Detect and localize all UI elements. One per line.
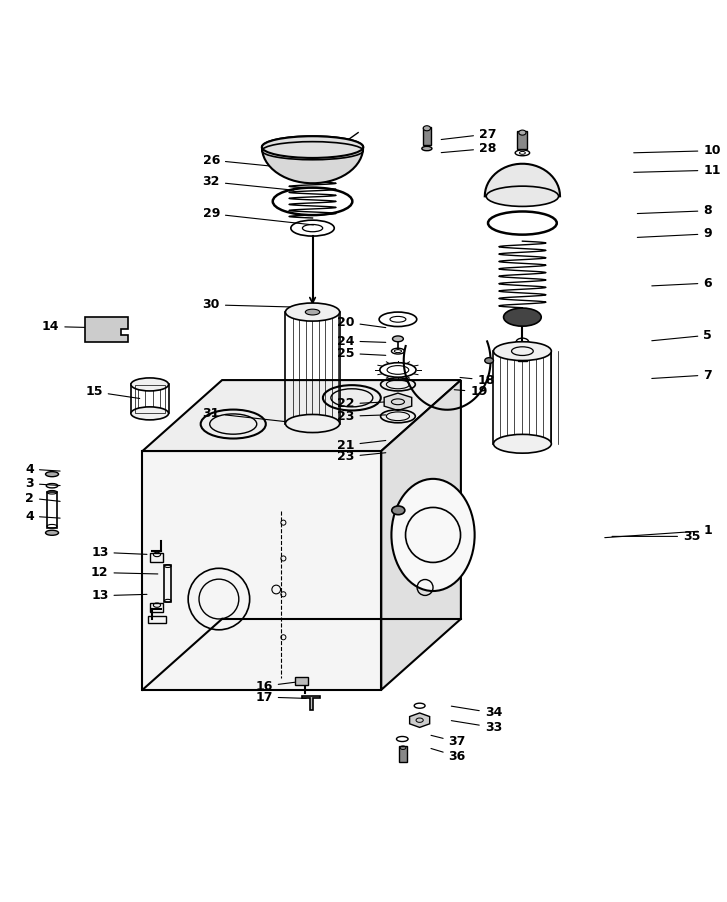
Ellipse shape — [422, 146, 432, 151]
Text: 2: 2 — [25, 492, 60, 504]
Bar — [518, 131, 528, 149]
Text: 10: 10 — [634, 144, 720, 157]
Polygon shape — [84, 318, 128, 343]
Ellipse shape — [262, 136, 364, 158]
Ellipse shape — [46, 530, 59, 535]
Polygon shape — [381, 380, 461, 690]
Text: 15: 15 — [85, 385, 140, 399]
Text: 6: 6 — [652, 277, 712, 290]
Ellipse shape — [131, 378, 169, 391]
Bar — [399, 746, 406, 762]
Text: 16: 16 — [255, 680, 301, 693]
Text: 23: 23 — [337, 410, 386, 423]
Text: 21: 21 — [337, 438, 386, 452]
Polygon shape — [409, 713, 430, 727]
Text: 17: 17 — [255, 691, 306, 704]
Polygon shape — [384, 393, 411, 410]
Ellipse shape — [504, 308, 541, 327]
Ellipse shape — [391, 479, 475, 591]
Polygon shape — [302, 695, 320, 710]
Text: 19: 19 — [454, 385, 488, 398]
Text: 31: 31 — [203, 407, 286, 422]
Text: 13: 13 — [91, 589, 147, 603]
Text: 29: 29 — [203, 207, 313, 225]
Ellipse shape — [494, 342, 551, 361]
Text: 14: 14 — [41, 320, 105, 333]
Text: 23: 23 — [337, 450, 386, 464]
Text: 1: 1 — [605, 524, 712, 538]
Ellipse shape — [486, 186, 558, 207]
Text: 8: 8 — [638, 204, 712, 217]
Bar — [150, 603, 164, 612]
Text: 3: 3 — [25, 477, 60, 490]
Bar — [150, 553, 164, 562]
Text: 28: 28 — [441, 142, 497, 155]
Text: 5: 5 — [652, 328, 712, 342]
Text: 25: 25 — [337, 346, 386, 360]
Bar — [164, 566, 172, 602]
Text: 37: 37 — [431, 735, 466, 749]
Text: 9: 9 — [638, 227, 712, 241]
Polygon shape — [262, 136, 364, 183]
Text: 20: 20 — [337, 316, 386, 328]
Polygon shape — [142, 451, 381, 690]
Ellipse shape — [305, 309, 320, 315]
Ellipse shape — [423, 125, 430, 131]
Text: 36: 36 — [431, 749, 466, 763]
Ellipse shape — [485, 358, 494, 364]
Text: 35: 35 — [612, 529, 700, 543]
Text: 11: 11 — [634, 164, 720, 177]
Polygon shape — [485, 164, 560, 197]
Text: 12: 12 — [91, 566, 158, 579]
Ellipse shape — [46, 472, 59, 476]
Polygon shape — [142, 380, 461, 451]
Text: 33: 33 — [451, 721, 502, 734]
Bar — [148, 616, 166, 623]
Bar — [422, 127, 431, 145]
Ellipse shape — [286, 414, 340, 433]
Text: 24: 24 — [337, 335, 386, 347]
Text: 13: 13 — [91, 546, 147, 559]
Text: 4: 4 — [25, 463, 60, 475]
Ellipse shape — [392, 506, 405, 515]
Ellipse shape — [131, 407, 169, 420]
Ellipse shape — [393, 336, 403, 342]
Ellipse shape — [519, 130, 526, 135]
Text: 30: 30 — [203, 299, 317, 311]
Text: 34: 34 — [451, 706, 502, 720]
Bar — [47, 492, 57, 528]
Text: 26: 26 — [203, 153, 281, 167]
Ellipse shape — [494, 435, 551, 453]
Text: 27: 27 — [441, 127, 497, 141]
Bar — [518, 346, 527, 361]
Bar — [295, 676, 308, 686]
Ellipse shape — [286, 303, 340, 321]
Text: 22: 22 — [337, 398, 386, 410]
Text: 18: 18 — [460, 373, 495, 387]
Bar — [134, 385, 165, 412]
Text: 7: 7 — [652, 369, 712, 382]
Text: 4: 4 — [25, 510, 60, 522]
Text: 32: 32 — [203, 175, 294, 190]
